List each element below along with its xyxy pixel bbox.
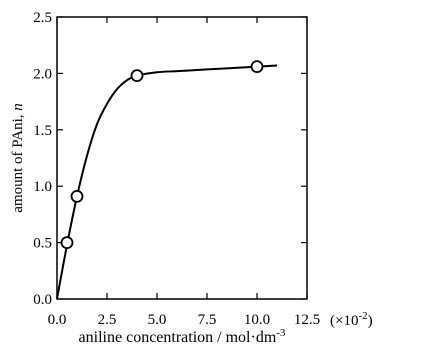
x-tick-label: 7.5: [198, 312, 217, 328]
x-tick-label: 12.5: [294, 312, 320, 328]
y-tick-label: 1.5: [33, 123, 52, 139]
x-axis-title: aniline concentration / mol·dm-3: [79, 327, 286, 346]
axis-ticks: [56, 16, 308, 300]
data-markers: [60, 60, 264, 250]
y-tick-label: 0.0: [33, 292, 52, 308]
data-point: [70, 189, 84, 203]
data-point: [130, 69, 144, 83]
fit-curve: [56, 64, 278, 300]
x-tick-label: 10.0: [244, 312, 270, 328]
y-axis-title: amount of PAni, n: [10, 103, 26, 212]
axis-tick-labels: 0.0 2.5 5.0 7.5 10.0 12.5 0.0 0.5 1.0 1.5 2.0 2.5: [33, 10, 320, 328]
plot-frame: [56, 16, 308, 300]
x-tick-label: 5.0: [148, 312, 167, 328]
y-tick-label: 1.0: [33, 179, 52, 195]
data-point: [60, 236, 74, 250]
x-tick-label: 0.0: [48, 312, 67, 328]
y-tick-label: 2.0: [33, 66, 52, 82]
y-tick-label: 2.5: [33, 10, 52, 26]
data-point: [250, 60, 264, 74]
y-tick-label: 0.5: [33, 236, 52, 252]
x-axis-multiplier: (×10-2): [330, 310, 373, 329]
x-tick-label: 2.5: [98, 312, 117, 328]
